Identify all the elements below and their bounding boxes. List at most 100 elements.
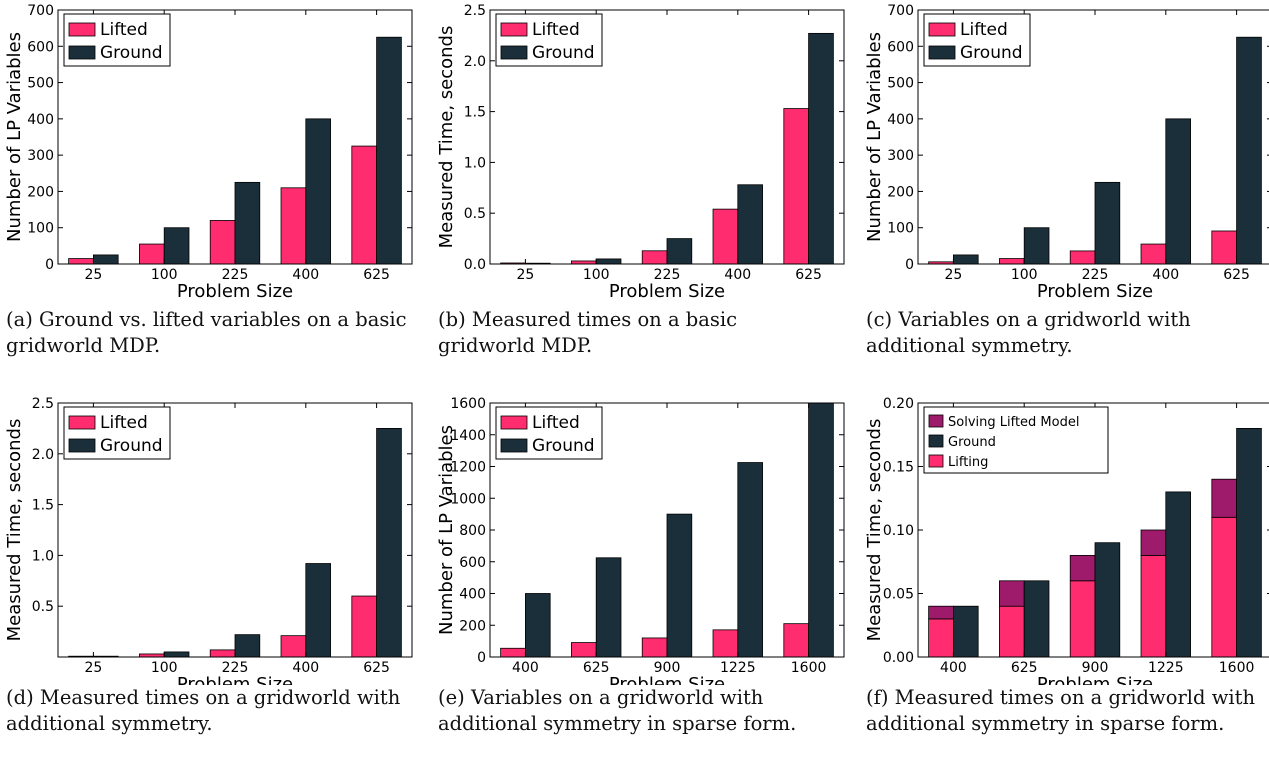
bar-lifted-400 — [280, 187, 307, 265]
chart-panel-a: 0 100 200 300 400 500 600 700 25 100 225 400 625 Prob… — [0, 0, 423, 380]
bar-solving-lifted-model-1600 — [1211, 478, 1238, 518]
x-axis-label: Problem Size — [177, 281, 293, 300]
x-tick-label: 1600 — [791, 660, 827, 676]
bar-ground-1225 — [737, 462, 763, 658]
bar-lifted-625 — [1211, 230, 1238, 265]
chart-c: 0 100 200 300 400 500 600 700 25 100 225 400 625 Prob… — [864, 3, 1269, 300]
y-tick-label: 1.0 — [32, 548, 54, 564]
x-tick-label: 25 — [516, 267, 534, 283]
y-tick-label: 400 — [459, 587, 486, 603]
y-tick-label: 100 — [887, 221, 914, 237]
y-tick-label: 300 — [887, 148, 914, 164]
bar-ground-625 — [1236, 36, 1262, 265]
bar-ground-100 — [1023, 227, 1050, 265]
x-tick-label: 100 — [1011, 267, 1038, 283]
caption-b: (b) Measured times on a basic gridworld … — [438, 308, 738, 357]
y-tick-label: 200 — [459, 618, 486, 634]
caption-d: (d) Measured times on a gridworld with a… — [6, 686, 401, 735]
bar-ground-100 — [163, 651, 190, 658]
legend-label: Lifted — [960, 20, 1008, 40]
bar-ground-400 — [1165, 118, 1191, 265]
legend-swatch — [68, 45, 96, 60]
bar-ground-225 — [1094, 181, 1121, 265]
bar-ground-400 — [305, 563, 331, 658]
bar-lifted-1600 — [783, 623, 810, 658]
bar-lifted-625 — [351, 145, 378, 265]
bar-lifted-225 — [209, 220, 236, 265]
x-tick-label: 225 — [222, 660, 249, 676]
bar-lifted-100 — [999, 258, 1025, 265]
y-tick-label: 0 — [45, 257, 54, 273]
legend-label: Lifted — [532, 20, 580, 40]
y-tick-label: 200 — [27, 184, 54, 200]
y-tick-label: 700 — [27, 3, 54, 19]
x-tick-label: 25 — [84, 267, 102, 283]
bar-ground-225 — [666, 238, 693, 265]
legend-swatch — [500, 415, 528, 430]
legend-label: Lifting — [948, 455, 988, 470]
x-tick-label: 400 — [940, 660, 967, 676]
chart-panel-c: 0 100 200 300 400 500 600 700 25 100 225 400 625 Prob… — [860, 0, 1269, 380]
x-tick-label: 900 — [654, 660, 681, 676]
chart-a: 0 100 200 300 400 500 600 700 25 100 225 400 625 Prob… — [4, 3, 413, 300]
bar-solving-lifted-model-900 — [1069, 554, 1096, 582]
y-tick-label: 0.20 — [883, 396, 914, 412]
bar-ground-225 — [234, 181, 261, 265]
caption-e: (e) Variables on a gridworld with additi… — [438, 686, 797, 735]
x-tick-label: 100 — [151, 267, 178, 283]
x-tick-label: 25 — [84, 660, 102, 676]
y-tick-label: 1.0 — [464, 155, 486, 171]
x-tick-label: 625 — [583, 660, 610, 676]
x-tick-label: 625 — [363, 267, 390, 283]
bar-ground-225 — [234, 634, 261, 658]
legend-swatch — [500, 438, 528, 453]
y-axis-label: Number of LP Variables — [864, 32, 885, 242]
y-tick-label: 300 — [27, 148, 54, 164]
bar-ground-625 — [808, 32, 834, 265]
y-tick-label: 2.0 — [32, 447, 54, 463]
chart-b: 0.0 0.5 1.0 1.5 2.0 2.5 25 100 225 400 625 Problem … — [436, 3, 845, 300]
y-tick-label: 0.5 — [464, 206, 486, 222]
bar-ground-625 — [1023, 580, 1050, 658]
bar-ground-900 — [666, 513, 693, 658]
chart-e: 0 200 400 600 800 1000 1200 1400 1600 400 625 900 12… — [436, 396, 845, 685]
bar-ground-1225 — [1165, 491, 1191, 658]
bar-ground-25 — [953, 254, 979, 265]
bar-lifted-400 — [500, 647, 526, 658]
bar-lifted-225 — [209, 649, 236, 658]
x-tick-label: 900 — [1082, 660, 1109, 676]
bar-lifting-1225 — [1140, 554, 1167, 658]
bar-lifted-1225 — [712, 629, 739, 658]
chart-d: 0.5 1.0 1.5 2.0 2.5 25 100 225 400 625 Problem Siz… — [4, 396, 413, 685]
y-tick-label: 600 — [887, 39, 914, 55]
x-axis-label: Problem Size — [609, 674, 725, 685]
y-tick-label: 2.5 — [464, 3, 486, 19]
bar-lifting-625 — [999, 605, 1025, 658]
x-axis-label: Problem Size — [1037, 674, 1153, 685]
bar-solving-lifted-model-400 — [928, 605, 954, 620]
legend-swatch — [68, 438, 96, 453]
legend-label: Ground — [960, 43, 1023, 63]
x-tick-label: 225 — [1082, 267, 1109, 283]
legend-swatch — [68, 415, 96, 430]
y-tick-label: 1.5 — [32, 498, 54, 514]
y-tick-label: 1.5 — [464, 105, 486, 121]
bar-lifting-900 — [1069, 580, 1096, 658]
bar-ground-400 — [525, 593, 551, 658]
bar-lifted-900 — [641, 637, 668, 658]
x-axis-label: Problem Size — [609, 281, 725, 300]
bar-ground-900 — [1094, 542, 1121, 658]
y-tick-label: 800 — [459, 523, 486, 539]
y-tick-label: 1200 — [450, 460, 486, 476]
legend-label: Ground — [948, 435, 996, 450]
x-tick-label: 400 — [292, 660, 319, 676]
x-tick-label: 100 — [583, 267, 610, 283]
bar-lifted-625 — [571, 642, 597, 658]
bar-ground-400 — [305, 118, 331, 265]
y-tick-label: 0.10 — [883, 523, 914, 539]
x-tick-label: 225 — [222, 267, 249, 283]
y-tick-label: 0.05 — [883, 587, 914, 603]
bar-ground-100 — [595, 258, 622, 265]
y-tick-label: 600 — [459, 555, 486, 571]
y-tick-label: 100 — [27, 221, 54, 237]
